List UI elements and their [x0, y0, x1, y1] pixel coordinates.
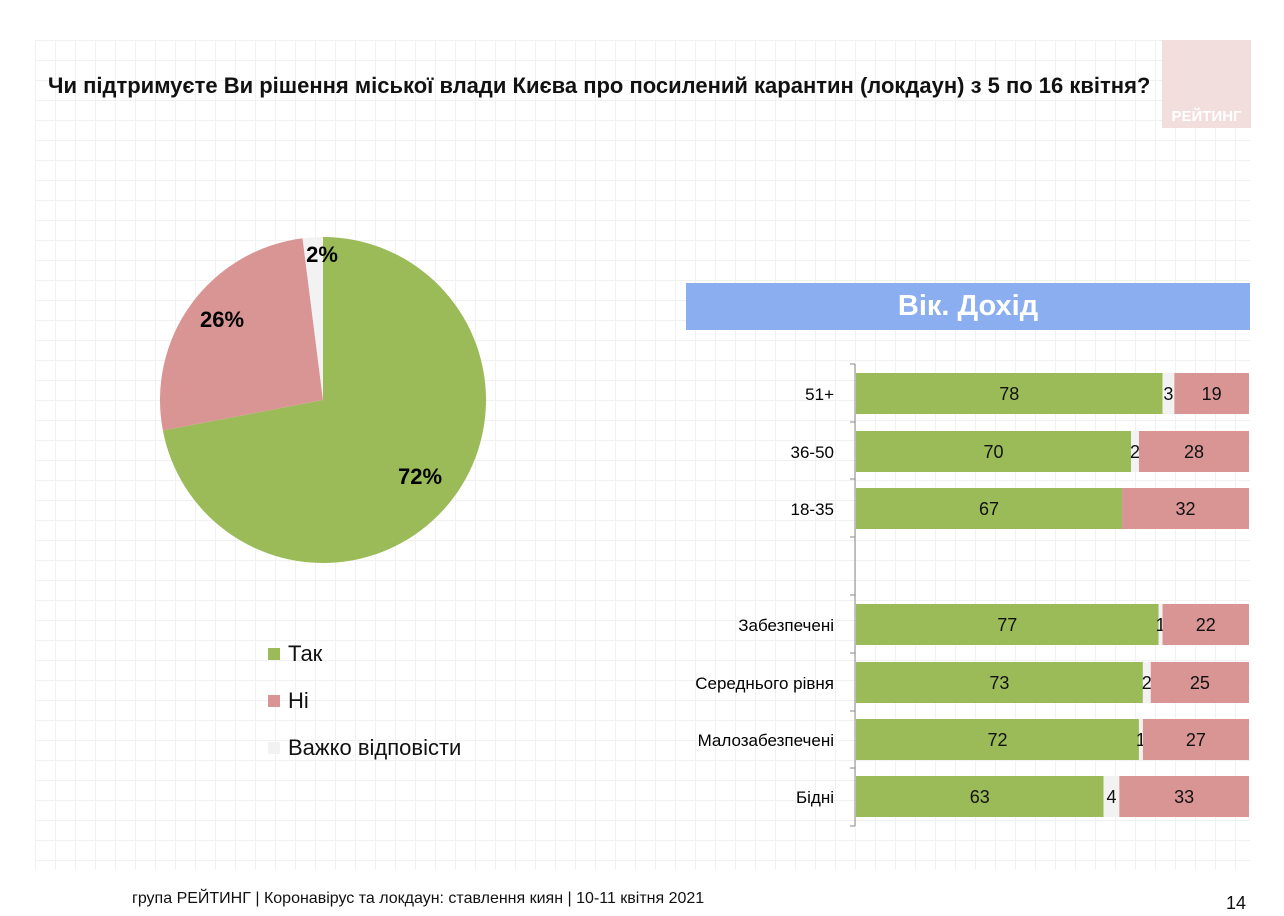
bar-segment: [1158, 604, 1163, 645]
category-label: Середнього рівня: [695, 674, 834, 693]
bar-segment: [1121, 488, 1249, 529]
bar-segment: [856, 488, 1122, 529]
bar-value-label: 77: [997, 615, 1017, 635]
section-band: Вік. Дохід: [686, 283, 1250, 330]
bar-value-label: 73: [989, 673, 1009, 693]
bar-value-label: 33: [1174, 787, 1194, 807]
bar-segment: [1138, 719, 1143, 760]
bar-segment: [1142, 662, 1151, 703]
category-label: Малозабезпечені: [698, 731, 834, 750]
bar-segment: [1138, 431, 1249, 472]
bar-value-label: 22: [1196, 615, 1216, 635]
category-label: Забезпечені: [738, 616, 834, 635]
legend-swatch: [268, 741, 280, 754]
bar-segment: [1162, 373, 1175, 414]
pie-slice-1: [160, 238, 323, 431]
legend-item-dk: Важко відповісти: [268, 724, 461, 771]
page-title: Чи підтримуєте Ви рішення міської влади …: [48, 73, 1151, 98]
legend-label: Так: [288, 640, 323, 666]
pie-label: 72%: [398, 464, 442, 489]
bar-value-label: 2: [1130, 442, 1140, 462]
footer: група РЕЙТИНГ | Коронавірус та локдаун: …: [132, 890, 705, 907]
legend-swatch: [268, 647, 280, 660]
legend-item-no: Ні: [268, 677, 461, 724]
pie-label: 2%: [306, 242, 338, 267]
logo-text: РЕЙТИНГ: [1171, 108, 1242, 125]
legend-label: Ні: [288, 687, 309, 713]
bar-value-label: 28: [1184, 442, 1204, 462]
logo: РЕЙТИНГ: [1162, 40, 1251, 128]
bar-value-label: 27: [1186, 730, 1206, 750]
bar-segment: [1174, 373, 1249, 414]
bar-segment: [1119, 776, 1249, 817]
bar-segment: [1162, 604, 1249, 645]
bar-segment: [1150, 662, 1249, 703]
page-number: 14: [1226, 893, 1247, 913]
bar-segment: [1142, 719, 1249, 760]
category-label: 51+: [805, 385, 834, 404]
bar-value-label: 2: [1142, 673, 1152, 693]
bar-value-label: 78: [999, 384, 1019, 404]
bar-value-label: 72: [987, 730, 1007, 750]
bar-segment: [856, 776, 1104, 817]
pie-label: 26%: [200, 307, 244, 332]
category-label: 18-35: [791, 500, 834, 519]
bar-segment: [856, 662, 1143, 703]
bar-value-label: 25: [1190, 673, 1210, 693]
bar-segment: [1131, 431, 1139, 472]
bar-segment: [856, 604, 1159, 645]
bar-value-label: 3: [1163, 384, 1173, 404]
bar-segment: [856, 719, 1139, 760]
category-label: Бідні: [796, 788, 834, 807]
bar-value-label: 1: [1156, 615, 1166, 635]
legend-item-yes: Так: [268, 630, 461, 677]
bar-value-label: 63: [970, 787, 990, 807]
bar-segment: [856, 373, 1163, 414]
pie-slice-0: [162, 237, 487, 563]
bar-value-label: 19: [1202, 384, 1222, 404]
bar-value-label: 70: [984, 442, 1004, 462]
bar-value-label: 1: [1136, 730, 1146, 750]
legend-swatch: [268, 694, 280, 707]
pie-legend: Так Ні Важко відповісти: [268, 630, 461, 771]
legend-label: Важко відповісти: [288, 734, 462, 760]
bar-value-label: 32: [1175, 499, 1195, 519]
bar-value-label: 4: [1106, 787, 1116, 807]
bar-value-label: 67: [979, 499, 999, 519]
pie-slice-2: [302, 237, 323, 400]
bar-segment: [856, 431, 1132, 472]
bar-segment: [1103, 776, 1120, 817]
category-label: 36-50: [791, 443, 834, 462]
